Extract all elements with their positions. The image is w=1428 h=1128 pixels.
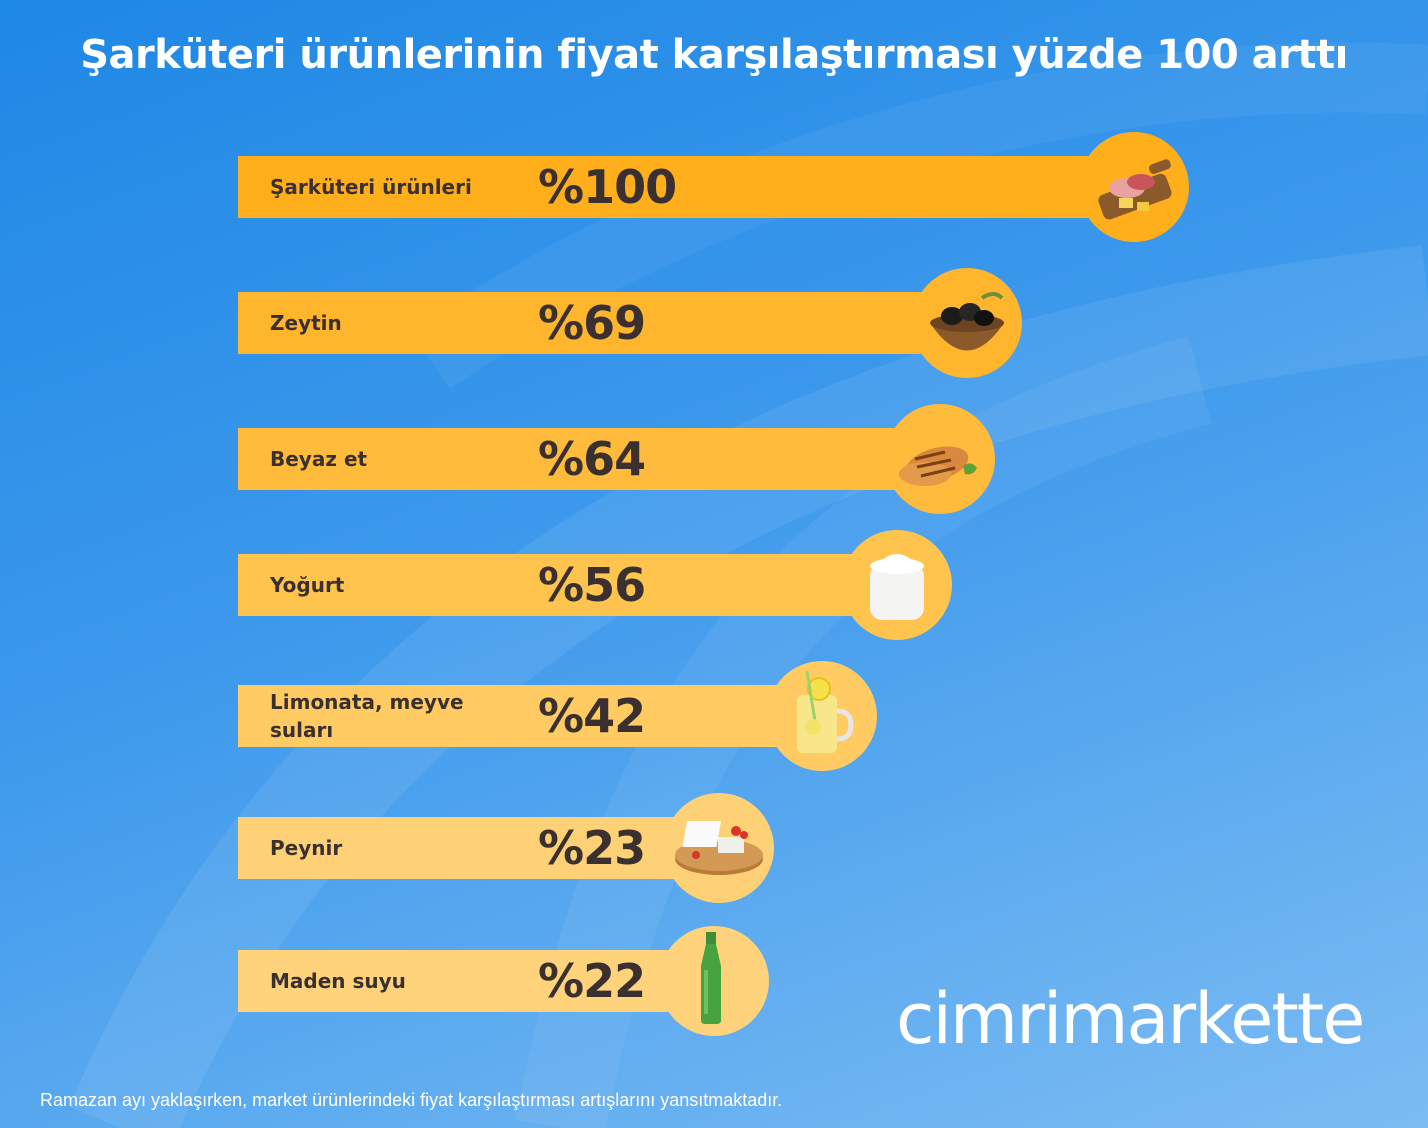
olive-bowl-icon	[912, 268, 1023, 378]
bar-row: Şarküteri ürünleri %100	[238, 132, 1194, 242]
lemonade-jar-icon	[766, 661, 877, 771]
bar-row: Maden suyu %22	[238, 926, 774, 1036]
footnote: Ramazan ayı yaklaşırken, market ürünleri…	[40, 1090, 783, 1110]
bar	[238, 817, 700, 879]
bar	[238, 156, 1114, 218]
category-label: Beyaz et	[270, 447, 368, 471]
value-label: %42	[538, 689, 646, 743]
bar-row: Zeytin %69	[238, 268, 1027, 378]
bar	[238, 554, 878, 616]
yogurt-jar-icon	[842, 530, 953, 640]
category-label: Limonata, meyve suları	[270, 690, 464, 742]
value-label: %56	[538, 558, 646, 612]
bar-row: Limonata, meyve suları %42	[238, 661, 882, 771]
bar-row: Yoğurt %56	[238, 530, 957, 640]
category-label: Şarküteri ürünleri	[270, 175, 472, 199]
cheese-board-icon	[664, 793, 775, 903]
category-label: Maden suyu	[270, 969, 406, 993]
bar	[238, 292, 948, 354]
bar-row: Peynir %23	[238, 793, 779, 903]
category-label: Yoğurt	[270, 573, 345, 597]
value-label: %100	[538, 160, 677, 214]
category-label: Zeytin	[270, 311, 342, 335]
bar-row: Beyaz et %64	[238, 404, 1000, 514]
mineral-water-bottle-icon	[659, 926, 769, 1036]
page-title: Şarküteri ürünlerinin fiyat karşılaştırm…	[80, 32, 1348, 78]
grilled-chicken-icon	[885, 404, 996, 514]
value-label: %23	[538, 821, 646, 875]
bar	[238, 685, 802, 747]
charcuterie-board-icon	[1079, 132, 1189, 242]
cimrimarkette-logo: cimrimarkette	[896, 978, 1365, 1060]
bar	[238, 428, 921, 490]
category-label: Peynir	[270, 836, 343, 860]
bar	[238, 950, 694, 1012]
value-label: %69	[538, 296, 646, 350]
value-label: %22	[538, 954, 646, 1008]
value-label: %64	[538, 432, 646, 486]
